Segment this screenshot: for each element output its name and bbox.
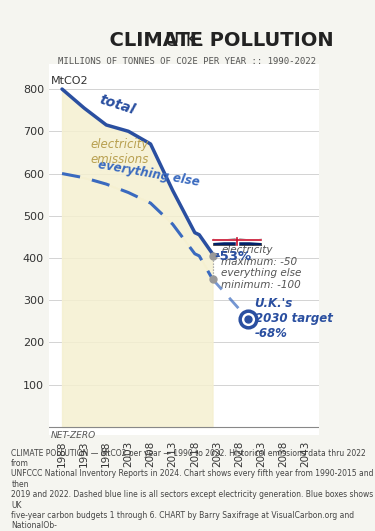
Text: -53%: -53%	[215, 250, 252, 262]
Text: U.K.: U.K.	[165, 31, 210, 50]
Text: everything else
minimum: -100: everything else minimum: -100	[221, 268, 302, 290]
Text: CLIMATE POLLUTION: CLIMATE POLLUTION	[42, 31, 333, 50]
Text: NET-ZERO: NET-ZERO	[51, 431, 96, 440]
Text: total: total	[98, 93, 137, 117]
Text: MILLIONS OF TONNES OF CO2E PER YEAR :: 1990-2022: MILLIONS OF TONNES OF CO2E PER YEAR :: 1…	[58, 57, 316, 66]
Text: MtCO2: MtCO2	[51, 76, 88, 87]
Text: everything else: everything else	[98, 158, 201, 189]
Text: U.K.'s
2030 target
-68%: U.K.'s 2030 target -68%	[255, 297, 333, 340]
Text: electricity
emissions: electricity emissions	[90, 139, 149, 166]
Text: electricity
maximum: -50: electricity maximum: -50	[221, 245, 297, 267]
FancyBboxPatch shape	[213, 238, 261, 245]
Text: CLIMATE POLLUTION — MtCO2 per year — 1990 to 2022. Historical emissions data thr: CLIMATE POLLUTION — MtCO2 per year — 199…	[11, 449, 374, 531]
